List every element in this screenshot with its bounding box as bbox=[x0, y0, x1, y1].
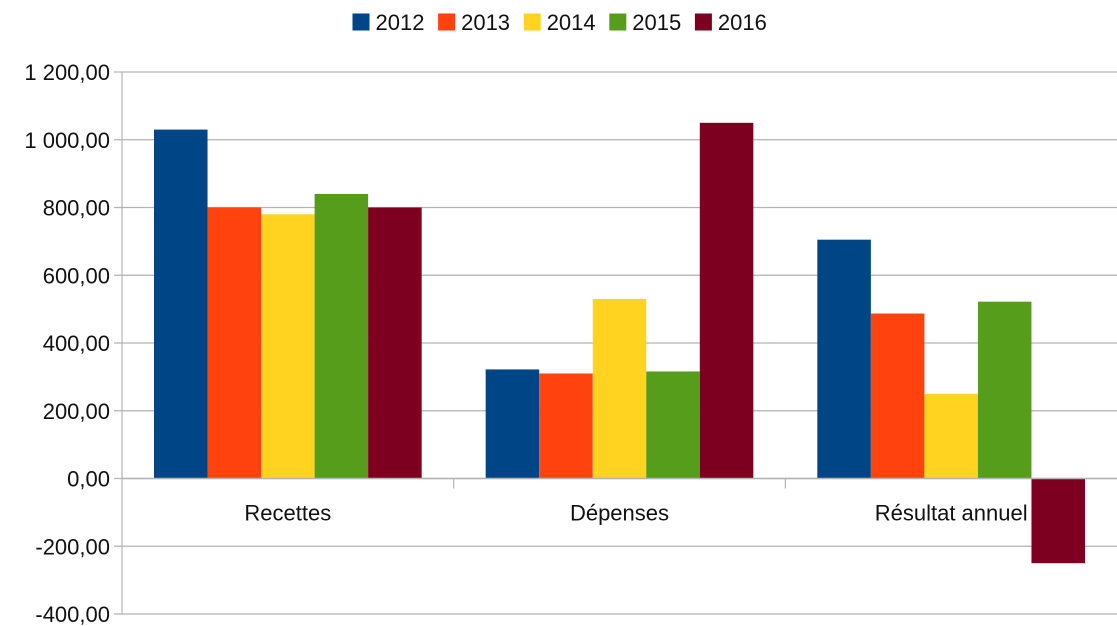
y-tick-label: 1 200,00 bbox=[24, 60, 110, 85]
bar-2012 bbox=[817, 239, 871, 479]
legend-item-2012: 2012 bbox=[352, 10, 425, 35]
bar-2016 bbox=[1031, 478, 1085, 564]
legend-swatch bbox=[352, 13, 370, 31]
y-tick-label: 800,00 bbox=[43, 196, 110, 221]
category-labels: Recettes Dépenses Résultat annuel bbox=[244, 501, 1027, 526]
bars bbox=[154, 122, 1085, 564]
category-label: Recettes bbox=[244, 501, 331, 526]
legend-label: 2012 bbox=[376, 10, 425, 35]
y-tick-label: 0,00 bbox=[67, 467, 110, 492]
legend: 2012 2013 2014 2015 2016 bbox=[352, 10, 767, 35]
y-tick-label: 1 000,00 bbox=[24, 128, 110, 153]
category-label: Dépenses bbox=[570, 501, 669, 526]
legend-item-2016: 2016 bbox=[694, 10, 767, 35]
bar-2013 bbox=[539, 373, 593, 479]
y-tick-label: -200,00 bbox=[35, 534, 110, 559]
bar-2015 bbox=[314, 193, 369, 479]
legend-swatch bbox=[694, 13, 712, 31]
legend-item-2015: 2015 bbox=[609, 10, 681, 35]
y-axis-tick-labels: 1 200,00 1 000,00 800,00 600,00 400,00 200,00… bbox=[24, 60, 110, 626]
bar-2015 bbox=[977, 301, 1032, 479]
y-tick-label: 600,00 bbox=[43, 263, 110, 288]
axes bbox=[121, 72, 1117, 614]
bar-2014 bbox=[261, 214, 315, 479]
legend-swatch bbox=[609, 13, 627, 31]
legend-label: 2014 bbox=[547, 10, 596, 35]
bar-2015 bbox=[646, 371, 700, 479]
bar-2016 bbox=[368, 207, 422, 479]
bar-2013 bbox=[870, 313, 925, 479]
bar-2013 bbox=[207, 207, 262, 479]
y-tick-label: 400,00 bbox=[43, 331, 110, 356]
y-tick-label: -400,00 bbox=[35, 602, 110, 626]
legend-item-2013: 2013 bbox=[438, 10, 510, 35]
legend-swatch bbox=[438, 13, 456, 31]
bar-2016 bbox=[699, 122, 754, 479]
legend-label: 2015 bbox=[632, 10, 681, 35]
bar-2014 bbox=[924, 393, 978, 479]
y-tick-label: 200,00 bbox=[43, 399, 110, 424]
bar-2014 bbox=[592, 298, 647, 479]
category-label: Résultat annuel bbox=[875, 501, 1028, 526]
legend-label: 2013 bbox=[461, 10, 510, 35]
legend-label: 2016 bbox=[718, 10, 767, 35]
bar-2012 bbox=[485, 369, 540, 479]
legend-item-2014: 2014 bbox=[523, 10, 596, 35]
legend-swatch bbox=[523, 13, 541, 31]
bar-2012 bbox=[154, 129, 208, 479]
